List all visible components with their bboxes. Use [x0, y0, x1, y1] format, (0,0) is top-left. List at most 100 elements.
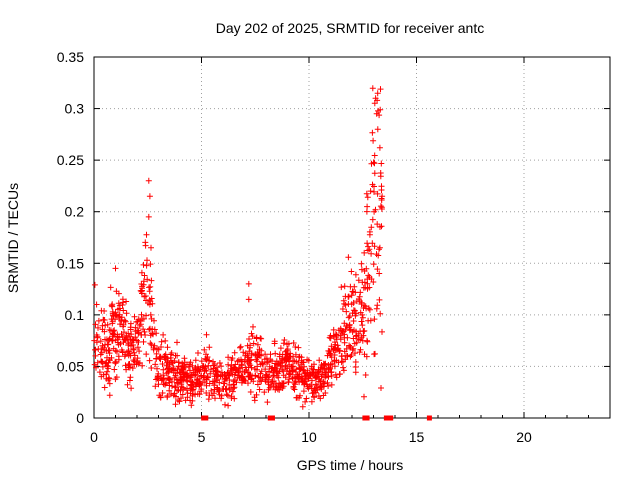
data-point: [152, 361, 159, 368]
zero-marker: [383, 415, 389, 421]
data-point: [95, 324, 101, 331]
data-point: [367, 317, 374, 324]
data-point: [377, 310, 384, 317]
data-point: [125, 348, 132, 355]
data-point: [262, 371, 269, 378]
data-point: [210, 368, 217, 375]
data-point: [262, 366, 269, 373]
data-point: [317, 378, 324, 385]
data-point: [322, 360, 329, 367]
data-point: [254, 381, 261, 388]
data-point: [205, 396, 212, 403]
data-point: [143, 231, 150, 238]
data-point: [374, 126, 381, 133]
data-point: [138, 311, 145, 318]
data-point: [107, 284, 114, 291]
data-point: [104, 354, 110, 361]
data-point: [337, 371, 343, 377]
data-point: [328, 381, 335, 388]
data-point: [109, 303, 116, 310]
data-point: [152, 383, 159, 390]
data-point: [263, 355, 270, 362]
data-point: [149, 330, 156, 337]
data-point: [169, 378, 175, 385]
data-point: [225, 402, 232, 409]
data-point: [378, 160, 385, 167]
x-tick-label: 20: [516, 429, 532, 445]
data-point: [154, 365, 160, 372]
data-point: [188, 402, 195, 409]
data-point: [203, 351, 209, 358]
data-point: [283, 357, 290, 364]
data-point: [255, 351, 262, 358]
data-point: [371, 152, 378, 159]
data-point: [331, 363, 338, 370]
data-point: [373, 251, 380, 258]
data-point: [296, 365, 303, 372]
data-point: [168, 350, 175, 356]
data-point: [214, 386, 221, 393]
data-point: [133, 319, 140, 325]
y-tick-label: 0.2: [65, 204, 85, 220]
data-point: [98, 346, 105, 353]
data-point: [175, 379, 182, 386]
data-point: [231, 349, 238, 356]
data-point: [286, 361, 293, 368]
data-point: [303, 395, 310, 402]
data-point: [364, 240, 371, 247]
data-point: [376, 144, 383, 151]
data-point: [377, 170, 384, 176]
data-point: [282, 356, 289, 363]
data-point: [159, 361, 166, 367]
data-point: [206, 358, 213, 364]
data-point: [282, 362, 289, 369]
data-point: [240, 349, 247, 356]
data-point: [286, 371, 293, 378]
data-point: [177, 375, 184, 382]
data-point: [134, 355, 141, 362]
data-point: [238, 356, 244, 363]
y-axis-label: SRMTID / TECUs: [5, 183, 21, 293]
data-point: [293, 358, 300, 365]
data-point: [229, 388, 236, 395]
data-point: [370, 137, 377, 144]
data-point: [119, 296, 126, 303]
data-point: [155, 370, 162, 377]
data-point: [280, 380, 287, 387]
data-point: [208, 366, 214, 373]
data-point: [328, 343, 335, 350]
data-point: [145, 213, 152, 220]
data-point: [131, 352, 138, 359]
data-point: [140, 338, 147, 345]
data-point: [113, 312, 120, 319]
data-point: [147, 283, 154, 290]
data-point: [192, 391, 199, 398]
chart-title: Day 202 of 2025, SRMTID for receiver ant…: [216, 20, 484, 36]
data-point: [245, 354, 252, 361]
data-point: [352, 364, 359, 370]
zero-marker: [426, 415, 432, 421]
data-point: [248, 364, 255, 371]
data-point: [333, 374, 340, 381]
axis-ticks: [93, 56, 610, 419]
data-point: [355, 277, 362, 284]
data-point: [352, 289, 359, 296]
data-point: [245, 280, 252, 287]
data-point: [369, 240, 376, 247]
data-point: [364, 285, 371, 292]
data-point: [374, 302, 381, 309]
data-point: [145, 300, 151, 307]
data-point: [102, 336, 108, 343]
data-point: [369, 85, 376, 92]
data-point: [180, 386, 187, 393]
data-point: [361, 249, 368, 256]
data-point: [331, 357, 338, 364]
data-point: [122, 318, 129, 325]
zero-marker: [364, 415, 370, 421]
data-point: [123, 298, 130, 305]
data-point: [378, 206, 385, 212]
data-point: [156, 392, 163, 399]
data-point: [360, 328, 367, 335]
data-point: [359, 322, 366, 329]
data-point: [274, 372, 280, 379]
